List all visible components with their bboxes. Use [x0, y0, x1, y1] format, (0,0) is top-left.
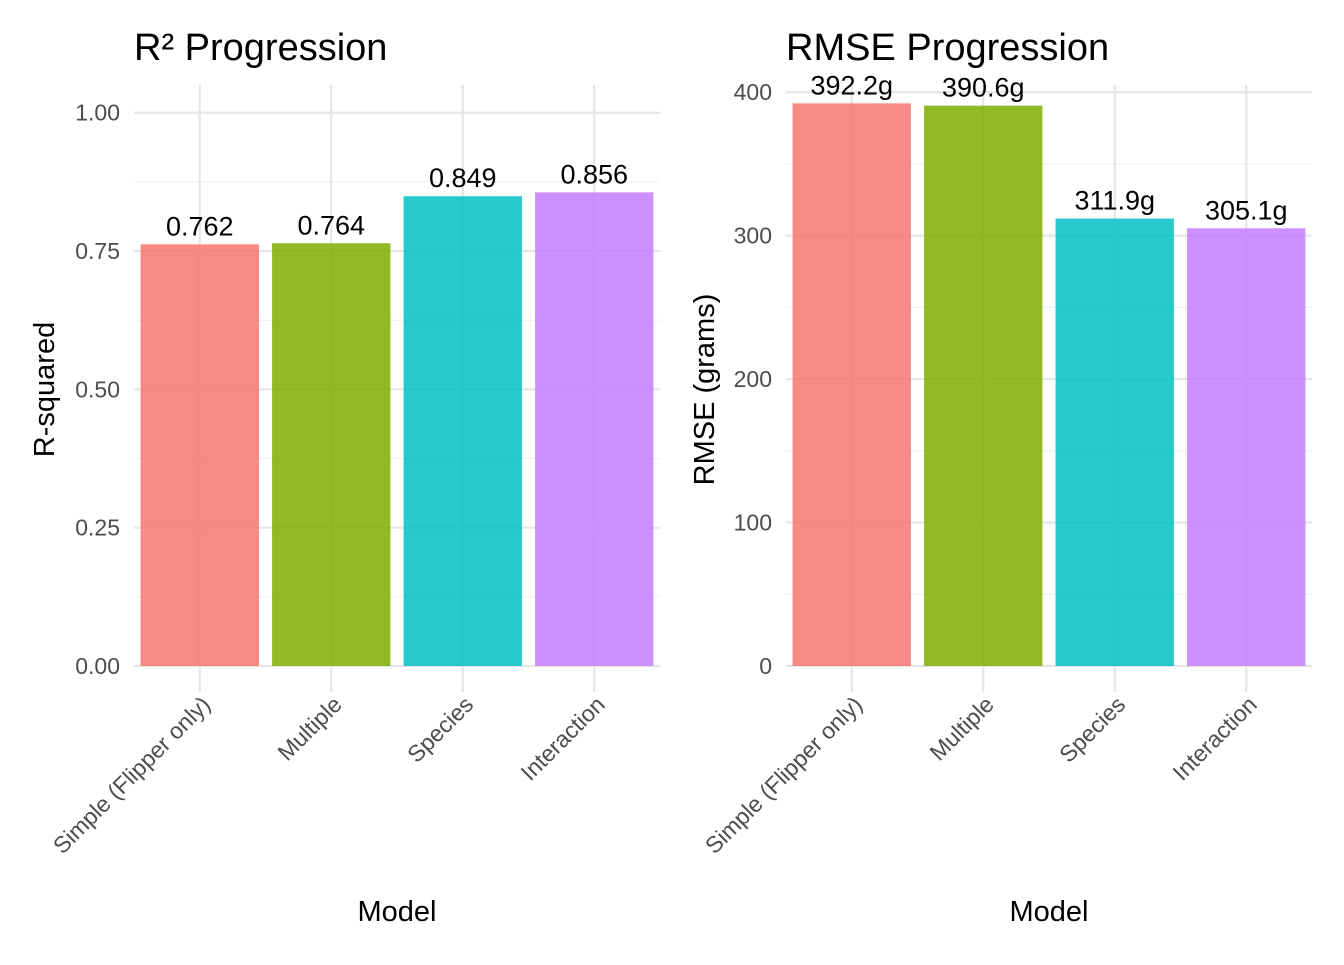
chart2-title: RMSE Progression — [786, 27, 1109, 69]
chart2-data-label: 390.6g — [942, 73, 1025, 103]
chart2-bar — [1055, 218, 1174, 666]
chart1-bar — [272, 243, 391, 666]
chart1-x-tick-label: Simple (Flipper only) — [48, 691, 216, 859]
chart1-y-tick-label: 0.50 — [75, 376, 120, 402]
chart1-y-tick-label: 0.25 — [75, 515, 120, 541]
chart2-y-tick-label: 400 — [734, 79, 772, 105]
chart1-bar — [140, 244, 259, 667]
chart1-title: R² Progression — [134, 27, 387, 69]
chart2-y-tick-label: 100 — [734, 510, 772, 536]
chart1-bar — [535, 192, 654, 666]
chart1-x-tick-label: Species — [402, 691, 478, 767]
chart1-x-tick-label: Multiple — [272, 691, 346, 765]
chart1-data-label: 0.764 — [297, 210, 365, 240]
chart2-bar — [924, 105, 1043, 666]
chart1-data-label: 0.762 — [166, 211, 234, 241]
chart2-x-tick-label: Multiple — [924, 691, 998, 765]
chart2-y-tick-label: 200 — [734, 366, 772, 392]
chart2-data-label: 392.2g — [810, 70, 893, 100]
chart1-x-axis-title: Model — [358, 896, 437, 928]
chart1-bar — [403, 196, 522, 666]
chart2-bar — [792, 103, 911, 666]
chart2-y-tick-label: 0 — [759, 653, 772, 679]
chart1-x-tick-label: Interaction — [515, 691, 609, 785]
chart2-y-tick-label: 300 — [734, 223, 772, 249]
chart1-y-tick-label: 0.75 — [75, 238, 120, 264]
chart1-data-label: 0.849 — [429, 163, 497, 193]
chart2-x-tick-label: Interaction — [1167, 691, 1261, 785]
chart2-y-axis-title: RMSE (grams) — [689, 294, 721, 486]
chart2-bar — [1187, 228, 1306, 666]
chart2-panel: 392.2g 390.6g 311.9g 305.1g 0 100 200 300 400 Sim… — [689, 27, 1312, 928]
chart1-y-tick-label: 1.00 — [75, 100, 120, 126]
chart2-x-tick-label: Simple (Flipper only) — [700, 691, 868, 859]
chart1-y-tick-label: 0.00 — [75, 653, 120, 679]
chart2-data-label: 305.1g — [1205, 195, 1288, 225]
chart2-x-axis-title: Model — [1010, 896, 1089, 928]
chart2-x-tick-label: Species — [1054, 691, 1130, 767]
chart1-panel: 0.762 0.764 0.849 0.856 0.00 0.25 0.50 0.75 1.00… — [29, 27, 660, 928]
chart1-y-axis-title: R-squared — [29, 322, 61, 457]
chart2-data-label: 311.9g — [1074, 186, 1155, 216]
chart1-data-label: 0.856 — [560, 159, 628, 189]
